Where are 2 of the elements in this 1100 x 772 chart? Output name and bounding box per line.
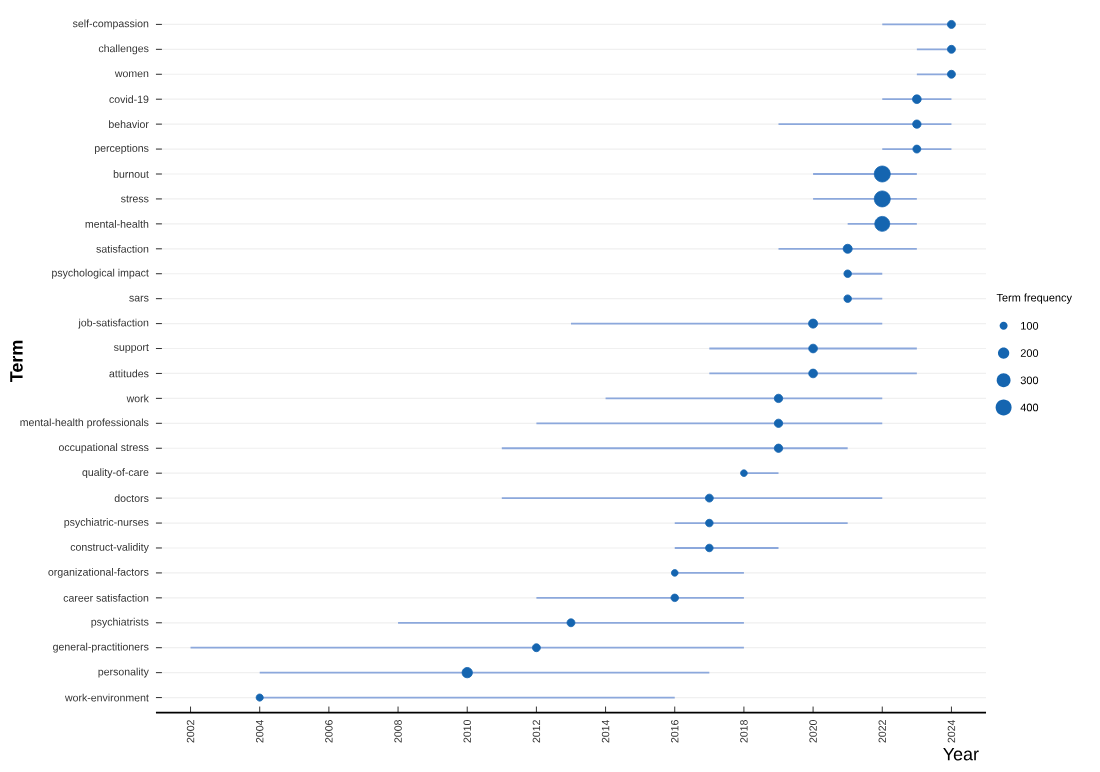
x-axis-title: Year [943, 747, 979, 761]
y-axis-title: Term [10, 340, 23, 383]
